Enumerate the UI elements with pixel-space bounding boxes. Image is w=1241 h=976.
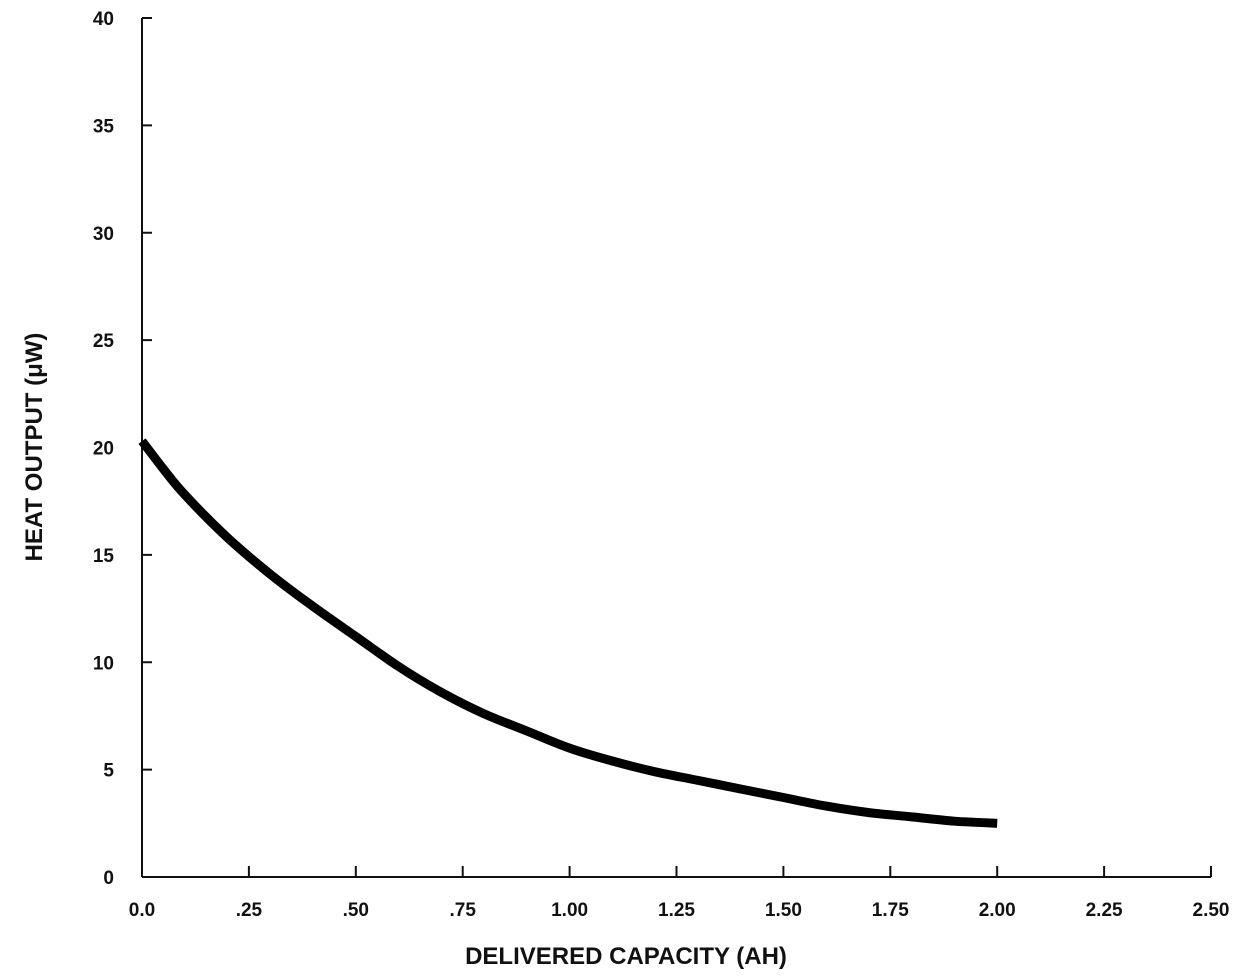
x-axis-title: DELIVERED CAPACITY (AH) [465, 943, 787, 970]
series-group [138, 438, 998, 828]
axes [141, 18, 1211, 878]
x-tick-label: 1.50 [765, 900, 802, 921]
y-tick-label: 0 [103, 868, 114, 889]
y-tick-label: 25 [93, 331, 115, 352]
x-tick-label: 2.25 [1086, 900, 1123, 921]
x-tick-label: 1.75 [872, 900, 909, 921]
x-tick-label: 0.0 [129, 900, 155, 921]
series-line-0 [138, 438, 998, 828]
y-tick-label: 20 [93, 439, 114, 460]
x-ticks: 0.0 .25 .50 .75 1.00 1.25 1.50 1.75 2.00 2.25 2.50 [129, 866, 1230, 921]
y-tick-label: 40 [93, 9, 114, 30]
y-tick-label: 5 [103, 761, 114, 782]
x-tick-label: 2.50 [1193, 900, 1230, 921]
x-tick-label: 1.00 [551, 900, 588, 921]
y-tick-label: 35 [93, 116, 115, 137]
x-tick-label: 1.25 [658, 900, 695, 921]
x-tick-label: 2.00 [979, 900, 1016, 921]
x-tick-label: .75 [449, 900, 476, 921]
y-axis-title: HEAT OUTPUT (μW) [21, 333, 48, 562]
x-tick-label: .25 [236, 900, 263, 921]
y-tick-label: 15 [93, 546, 115, 567]
x-tick-label: .50 [343, 900, 369, 921]
y-ticks: 0 5 10 15 20 25 30 35 40 [93, 9, 152, 889]
y-tick-label: 30 [93, 224, 114, 245]
y-tick-label: 10 [93, 653, 114, 674]
